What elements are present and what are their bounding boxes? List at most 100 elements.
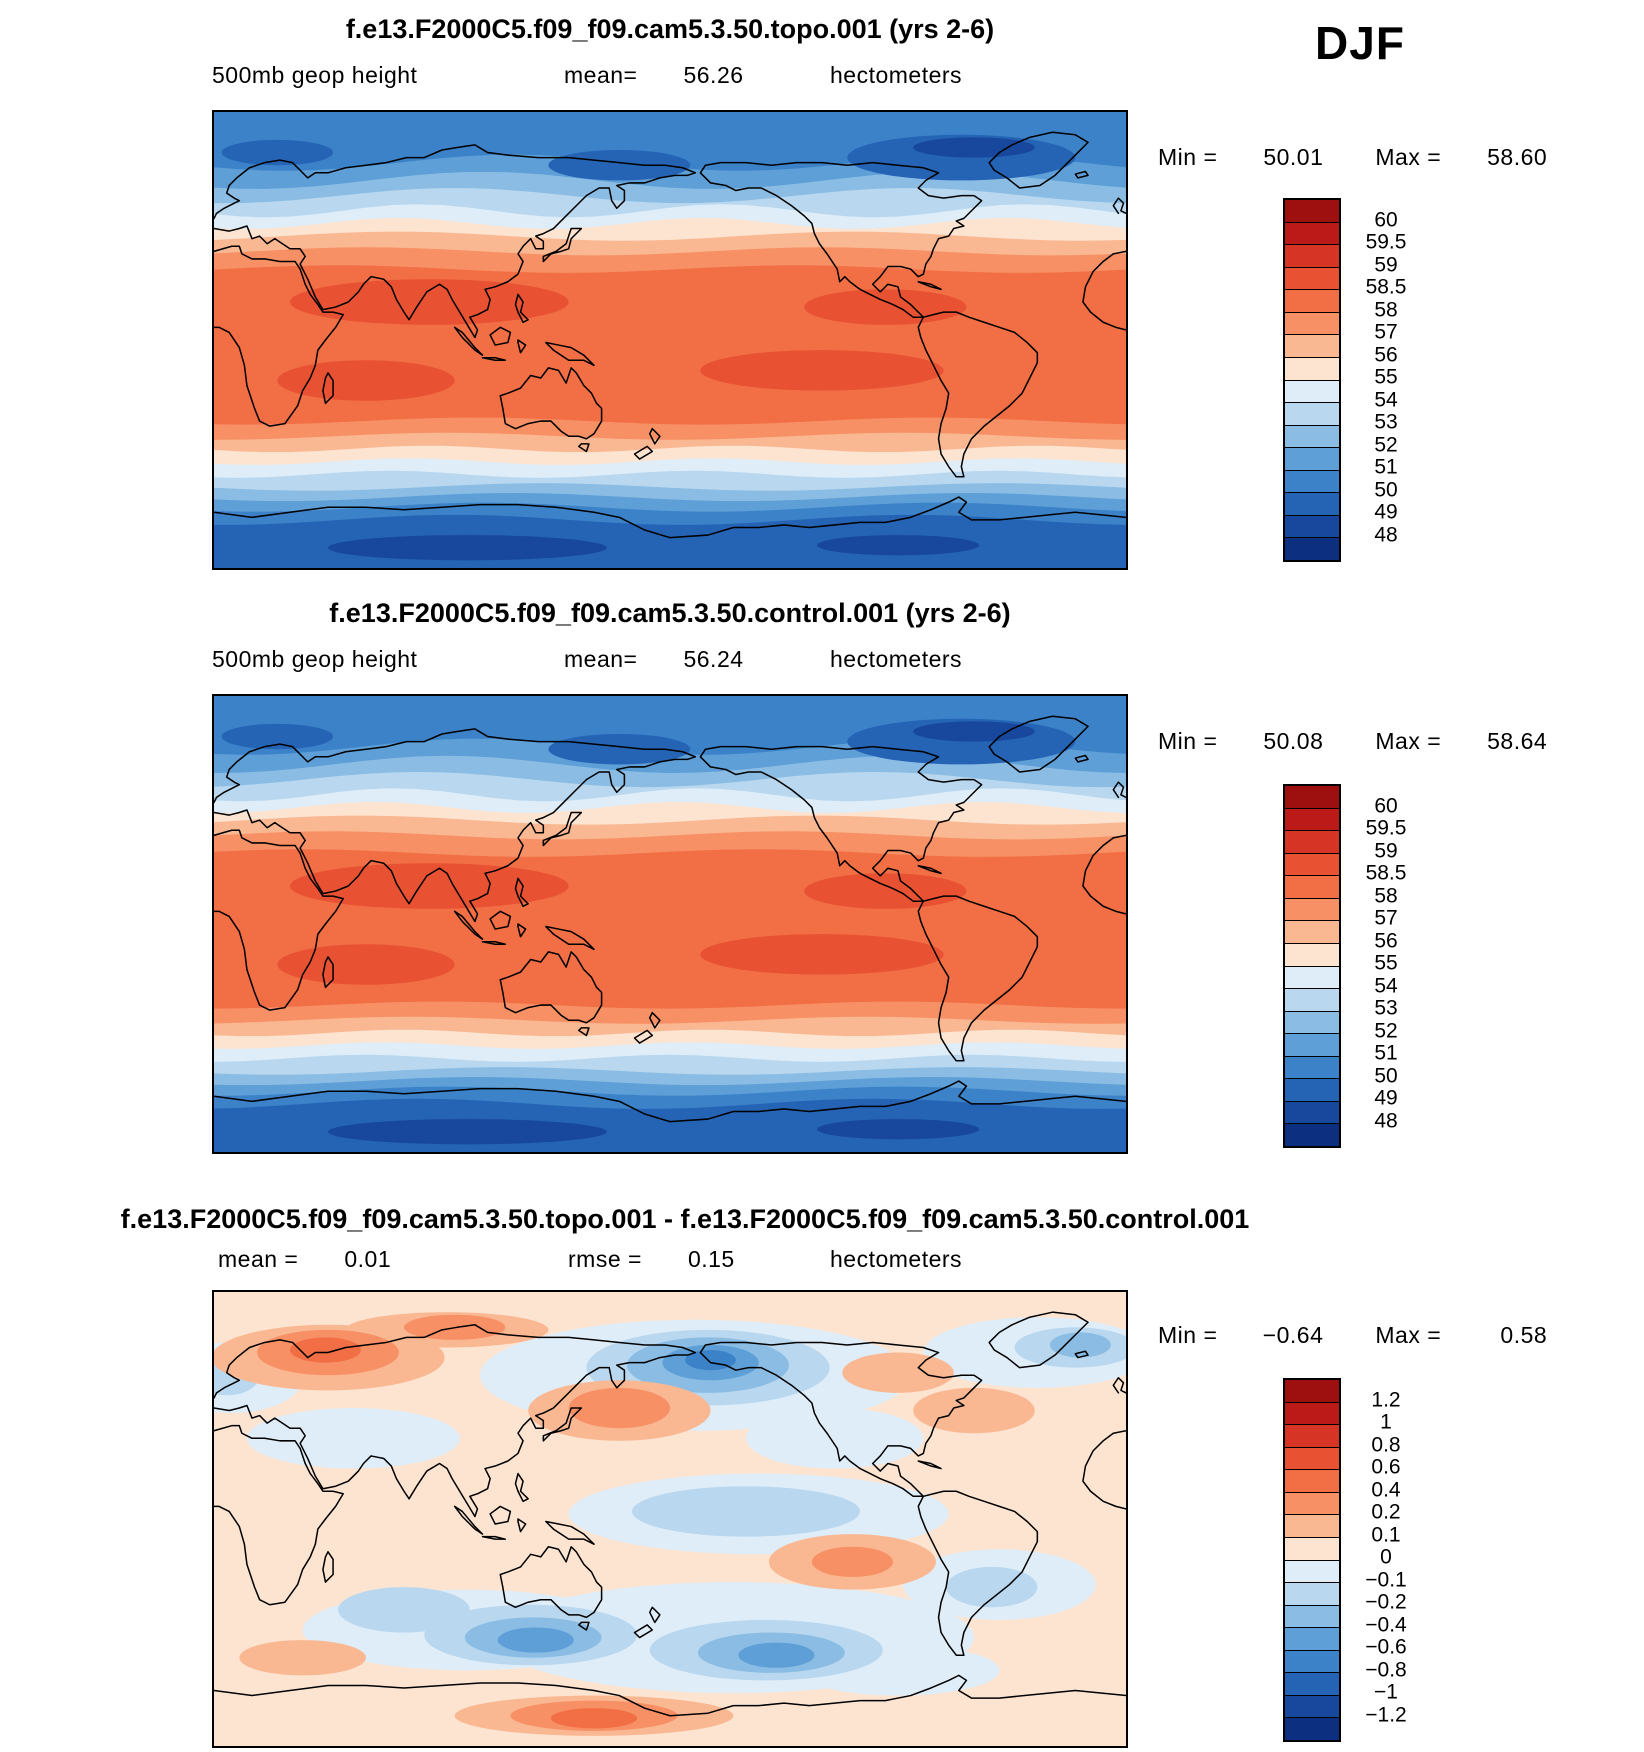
panel-subtitle-row-case: 500mb geop height mean= 56.26 hectometers bbox=[212, 62, 1128, 92]
contour-extreme-blob bbox=[221, 723, 334, 750]
units-label: hectometers bbox=[830, 646, 963, 672]
coastline-path bbox=[322, 372, 334, 405]
colorbar-tick-label: 55 bbox=[1374, 951, 1398, 975]
coastline-path bbox=[453, 1505, 484, 1535]
colorbar-cell bbox=[1285, 1469, 1339, 1492]
coastline-path bbox=[453, 910, 484, 940]
colorbar-tick-label: 50 bbox=[1374, 1064, 1398, 1088]
colorbar-tick-label: 60 bbox=[1374, 208, 1398, 232]
contour-extreme-blob bbox=[328, 535, 607, 561]
colorbar-cell bbox=[1285, 807, 1339, 831]
anomaly-blob bbox=[946, 1566, 1038, 1608]
colorbar-tick-label: 53 bbox=[1374, 410, 1398, 434]
max-label: Max = bbox=[1375, 1322, 1442, 1348]
coastline-path bbox=[489, 1505, 512, 1525]
contour-extreme-blob bbox=[548, 150, 691, 181]
coastline-path bbox=[545, 1520, 595, 1545]
mean-value: 56.24 bbox=[683, 646, 744, 672]
colorbar-labels-case: 60 59.5 59 58.5 58 57 56 55 54 53 52 51 50 49 48 bbox=[1347, 198, 1425, 558]
colorbar-labels-difference: 1.2 1 0.8 0.6 0.4 0.2 0.1 0 −0.1 −0.2 −0.4 −0.6 −0.8… bbox=[1347, 1378, 1425, 1738]
colorbar-cell bbox=[1285, 379, 1339, 403]
max-label: Max = bbox=[1375, 144, 1442, 170]
colorbar-cell bbox=[1285, 200, 1339, 222]
colorbar-tick-label: 58.5 bbox=[1365, 275, 1407, 299]
contour-extreme-blob bbox=[221, 139, 334, 166]
colorbar-tick-label: 57 bbox=[1374, 906, 1398, 930]
anomaly-blob bbox=[1050, 1332, 1111, 1358]
colorbar-tick-label: 0.8 bbox=[1371, 1433, 1401, 1457]
colorbar-tick-label: 49 bbox=[1374, 1086, 1398, 1110]
anomaly-blob bbox=[290, 1337, 361, 1363]
colorbar-cell bbox=[1285, 897, 1339, 921]
colorbar-tick-label: 0 bbox=[1380, 1545, 1392, 1569]
colorbar-cell bbox=[1285, 334, 1339, 357]
max-value: 58.60 bbox=[1487, 144, 1548, 170]
colorbar-tick-label: −0.2 bbox=[1365, 1590, 1407, 1614]
minmax-row-control: Min = 50.08 Max = 58.64 bbox=[1158, 728, 1547, 755]
mean-label: mean = bbox=[218, 1246, 299, 1272]
colorbar-tick-label: 58 bbox=[1374, 298, 1398, 322]
colorbar-cell bbox=[1285, 266, 1339, 290]
colorbar-tick-label: 51 bbox=[1374, 455, 1398, 479]
panel-title-case: f.e13.F2000C5.f09_f09.cam5.3.50.topo.001… bbox=[345, 14, 995, 44]
anomaly-blob bbox=[746, 1408, 924, 1469]
colorbar-tick-label: −1.2 bbox=[1365, 1703, 1407, 1727]
coastline-path bbox=[988, 715, 1089, 773]
colorbar-cell bbox=[1285, 1627, 1339, 1650]
colorbar-tick-label: 60 bbox=[1374, 794, 1398, 818]
colorbar-tick-label: −0.1 bbox=[1365, 1568, 1407, 1592]
rmse-label: rmse = bbox=[568, 1246, 642, 1272]
mean-value: 56.26 bbox=[683, 62, 744, 88]
colorbar-tick-label: 56 bbox=[1374, 929, 1398, 953]
anomaly-blob bbox=[497, 1627, 574, 1653]
anomaly-blob bbox=[738, 1642, 815, 1668]
min-label: Min = bbox=[1158, 144, 1218, 170]
max-value: 58.64 bbox=[1487, 728, 1548, 754]
colorbar-tick-label: 0.4 bbox=[1371, 1478, 1401, 1502]
mean-block: mean= 56.24 bbox=[564, 646, 744, 673]
colorbar-tick-label: −1 bbox=[1374, 1680, 1398, 1704]
coastline-path bbox=[1082, 1429, 1126, 1510]
colorbar-cell bbox=[1285, 1010, 1339, 1034]
colorbar-cell bbox=[1285, 830, 1339, 853]
coastline-path bbox=[648, 1011, 661, 1029]
coastline-path bbox=[988, 1311, 1089, 1369]
coastline-path bbox=[499, 1545, 603, 1619]
coastline-path bbox=[481, 940, 507, 946]
colorbar-cell bbox=[1285, 988, 1339, 1011]
colorbar-cell bbox=[1285, 1078, 1339, 1101]
anomaly-blob bbox=[811, 1546, 893, 1578]
colorbar-tick-label: 58 bbox=[1374, 884, 1398, 908]
colorbar-cell bbox=[1285, 965, 1339, 989]
colorbar-tick-label: 59 bbox=[1374, 839, 1398, 863]
coastline-path bbox=[1082, 834, 1126, 915]
coastline-path bbox=[542, 1407, 583, 1442]
colorbar-cell bbox=[1285, 1424, 1339, 1447]
contour-extreme-blob bbox=[700, 350, 944, 391]
coastline-path bbox=[514, 1472, 529, 1503]
coastline-path bbox=[988, 131, 1089, 189]
coastline-path bbox=[545, 341, 595, 367]
colorbar-cell bbox=[1285, 1514, 1339, 1537]
units-label: hectometers bbox=[830, 1246, 963, 1272]
contour-extreme-blob bbox=[804, 289, 967, 325]
colorbar-cell bbox=[1285, 852, 1339, 876]
coastline-path bbox=[517, 339, 527, 354]
anomaly-blob bbox=[913, 1387, 1035, 1434]
colorbar-tick-label: 48 bbox=[1374, 523, 1398, 547]
coastline-path bbox=[917, 311, 1039, 478]
coastline-path bbox=[917, 1490, 1039, 1656]
coastline-path bbox=[499, 367, 603, 440]
colorbar-cell bbox=[1285, 244, 1339, 267]
colorbar-tick-label: 59.5 bbox=[1365, 230, 1407, 254]
coastline-path bbox=[917, 280, 942, 291]
colorbar-tick-label: 48 bbox=[1374, 1109, 1398, 1133]
colorbar-cell bbox=[1285, 1559, 1339, 1583]
coastline-path bbox=[214, 496, 1126, 539]
colorbar-tick-label: 49 bbox=[1374, 500, 1398, 524]
colorbar-cell bbox=[1285, 1694, 1339, 1718]
coastline-path bbox=[514, 293, 529, 324]
panel-subtitle-row-difference: mean = 0.01 rmse = 0.15 hectometers bbox=[212, 1246, 1128, 1276]
colorbar-cell bbox=[1285, 402, 1339, 425]
